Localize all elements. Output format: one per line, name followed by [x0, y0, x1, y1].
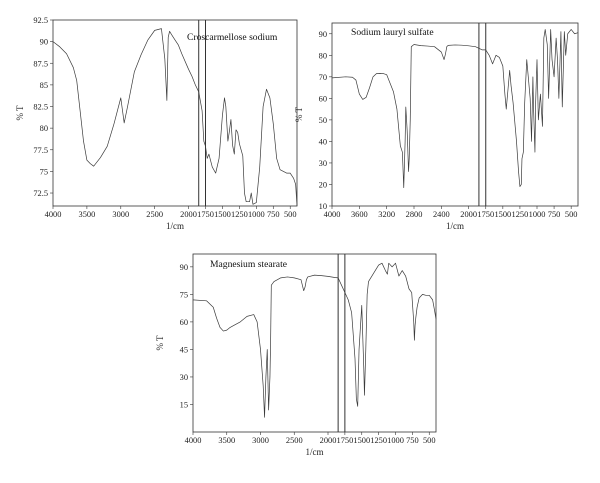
y-tick-label: 90 [319, 30, 327, 39]
x-tick-label: 1500 [353, 436, 370, 445]
x-tick-label: 2000 [320, 436, 337, 445]
chart-svg-sodium-lauryl-sulfate: 4000 3600 3200 2800 2400 2000 1750 1500 1250 1000… [294, 22, 579, 231]
x-tick-label: 2400 [433, 210, 450, 219]
x-tick-label: 2500 [146, 210, 163, 219]
chart-sodium-lauryl-sulfate: 4000 3600 3200 2800 2400 2000 1750 1500 1250 1000… [294, 0, 600, 240]
y-tick-label: 72.5 [33, 189, 48, 198]
y-axis-label: % T [15, 105, 25, 121]
y-tick-label: 90 [180, 263, 188, 272]
x-tick-label: 1750 [197, 210, 214, 219]
x-tick-label: 4000 [185, 436, 202, 445]
x-tick-label: 750 [406, 436, 419, 445]
x-tick-label: 1250 [370, 436, 387, 445]
y-tick-label: 90 [40, 38, 48, 47]
y-tick-label: 70 [319, 73, 327, 82]
spectrum-line [192, 262, 437, 418]
x-tick-label: 2000 [180, 210, 197, 219]
y-tick-label: 50 [319, 116, 327, 125]
y-axis-label: % T [155, 335, 165, 351]
x-tick-label: 750 [548, 210, 561, 219]
x-tick-label: 3000 [112, 210, 129, 219]
plot-frame [331, 22, 579, 207]
x-tick-label: 3500 [218, 436, 235, 445]
y-tick-label: 40 [319, 137, 327, 146]
x-tick-label: 1750 [477, 210, 494, 219]
x-tick-label: 4000 [324, 210, 341, 219]
y-tick-label: 82.5 [33, 103, 48, 112]
x-tick-label: 500 [284, 210, 297, 219]
spectrum-line [331, 29, 579, 189]
x-tick-label: 1000 [529, 210, 546, 219]
chart-title: Croscarmellose sodium [187, 32, 278, 43]
x-tick-label: 1250 [231, 210, 248, 219]
y-tick-label: 80 [40, 124, 48, 133]
x-tick-label: 1500 [214, 210, 231, 219]
x-tick-label: 2000 [460, 210, 477, 219]
x-tick-label: 3500 [79, 210, 96, 219]
x-axis-label: 1/cm [446, 221, 464, 231]
chart-magnesium-stearate: 4000 3500 3000 2500 2000 1750 1500 1250 1000 750 5… [140, 240, 460, 483]
x-tick-label: 3600 [351, 210, 368, 219]
x-tick-label: 1000 [248, 210, 265, 219]
y-tick-label: 87.5 [33, 59, 48, 68]
y-tick-label: 77.5 [33, 146, 48, 155]
x-tick-label: 1750 [337, 436, 354, 445]
chart-croscarmellose-sodium: 4000 3500 3000 2500 2000 1750 1500 1250 1000 750 5… [0, 0, 300, 240]
x-tick-label: 500 [565, 210, 578, 219]
y-tick-label: 60 [319, 94, 327, 103]
plot-frame [52, 19, 298, 207]
x-tick-label: 2500 [286, 436, 303, 445]
x-tick-label: 3000 [252, 436, 269, 445]
y-tick-label: 30 [180, 373, 188, 382]
spectrum-line [52, 28, 298, 207]
chart-title: Sodium lauryl sulfate [351, 27, 434, 38]
y-tick-label: 92.5 [33, 16, 48, 25]
y-tick-label: 75 [180, 290, 188, 299]
x-tick-label: 2800 [406, 210, 423, 219]
x-tick-label: 750 [267, 210, 280, 219]
y-tick-label: 30 [319, 159, 327, 168]
y-tick-label: 20 [319, 180, 327, 189]
y-tick-label: 10 [319, 202, 327, 211]
x-axis-label: 1/cm [306, 447, 324, 457]
chart-svg-croscarmellose-sodium: 4000 3500 3000 2500 2000 1750 1500 1250 1000 750 5… [15, 16, 298, 231]
x-tick-label: 500 [423, 436, 436, 445]
chart-svg-magnesium-stearate: 4000 3500 3000 2500 2000 1750 1500 1250 1000 750 5… [155, 253, 437, 457]
chart-title: Magnesium stearate [210, 259, 287, 270]
plot-frame [192, 253, 437, 433]
x-tick-label: 3200 [378, 210, 395, 219]
x-tick-label: 1250 [512, 210, 529, 219]
x-tick-label: 1000 [387, 436, 404, 445]
x-tick-label: 1500 [494, 210, 511, 219]
y-tick-label: 45 [180, 345, 188, 354]
y-tick-label: 15 [180, 400, 188, 409]
y-tick-label: 85 [40, 81, 48, 90]
y-tick-label: 80 [319, 51, 327, 60]
x-tick-label: 4000 [45, 210, 62, 219]
x-axis-label: 1/cm [166, 221, 184, 231]
y-axis-label: % T [294, 106, 304, 122]
y-tick-label: 75 [40, 167, 48, 176]
y-tick-label: 60 [180, 318, 188, 327]
